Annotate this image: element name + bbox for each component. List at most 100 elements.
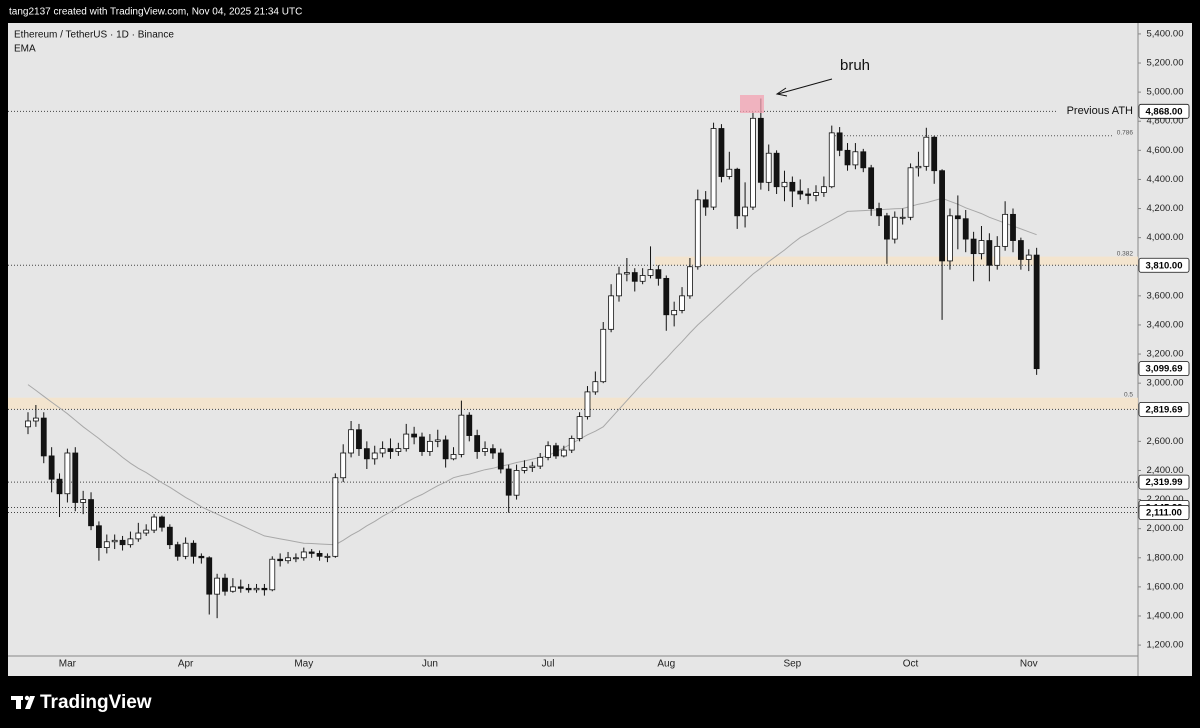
candle-body — [88, 499, 94, 527]
candle-body — [324, 555, 331, 558]
candle-body — [923, 136, 930, 167]
candle-body — [836, 132, 843, 151]
candle-body — [80, 499, 87, 503]
candle-body — [954, 215, 961, 220]
candle-body — [671, 309, 678, 316]
candle-body — [750, 117, 756, 208]
candle-body — [182, 542, 189, 557]
candle-body — [395, 448, 402, 452]
candle-body — [237, 586, 244, 589]
candle-body — [553, 445, 559, 457]
y-tick-label: 2,200.00 — [1147, 494, 1184, 505]
y-tick-label: 4,200.00 — [1147, 203, 1184, 214]
candle-body — [143, 529, 150, 534]
price-tag-label: 3,810.00 — [1146, 260, 1183, 271]
logo-mark — [16, 696, 21, 709]
candle-body — [300, 551, 307, 559]
candle-body — [32, 417, 39, 422]
arrow-head — [775, 87, 788, 97]
price-tag — [1138, 257, 1190, 273]
candle-body — [899, 216, 906, 219]
candle-body — [111, 539, 118, 543]
logo-mark — [25, 696, 35, 709]
candle-body — [907, 167, 914, 218]
y-tick-label: 3,200.00 — [1147, 349, 1184, 360]
candle-body — [647, 269, 654, 276]
candle-body — [356, 429, 362, 450]
candle-body — [340, 452, 347, 479]
candle-body — [868, 167, 875, 209]
fib-label: 0.786 — [1117, 129, 1134, 136]
y-tick-label: 2,600.00 — [1147, 436, 1184, 447]
candle-body — [466, 414, 473, 436]
candle-body — [119, 539, 126, 546]
y-tick-label: 5,000.00 — [1147, 87, 1184, 98]
chart-title: Ethereum / TetherUS · 1D · Binance — [14, 30, 174, 41]
candle-body — [600, 328, 607, 383]
fib-label: 0.382 — [1117, 250, 1134, 257]
y-tick-label: 1,200.00 — [1147, 640, 1184, 651]
candle-body — [710, 128, 717, 208]
candle-body — [293, 557, 299, 560]
credit: tang2137 created with TradingView.com, N… — [9, 7, 302, 18]
candle-body — [229, 586, 236, 592]
candle-body — [529, 465, 536, 468]
price-tag-label: 2,319.99 — [1146, 477, 1183, 488]
candle-body — [127, 538, 134, 546]
candle-body — [458, 414, 465, 455]
candle-body — [694, 199, 701, 268]
legend-entry: EMA — [14, 44, 36, 55]
candle-body — [1010, 213, 1016, 241]
candle-body — [1002, 213, 1009, 247]
chart-area — [8, 23, 1192, 676]
candle-body — [545, 445, 551, 458]
candle-body — [222, 577, 228, 592]
candle-body — [616, 273, 622, 297]
candle-body — [206, 557, 213, 595]
plot: 1,200.00 1,400.00 1,600.00 1,800.00 2,000.00… — [8, 28, 1190, 670]
candle-body — [1017, 240, 1024, 260]
candle-body — [947, 215, 953, 262]
candle-body — [166, 526, 173, 546]
logo — [11, 695, 35, 709]
candle-body — [379, 448, 386, 454]
candle-body — [190, 542, 197, 557]
candle-body — [103, 541, 110, 548]
candle-body — [371, 452, 378, 460]
candle-body — [797, 190, 804, 195]
y-tick-label: 5,400.00 — [1147, 28, 1184, 39]
candle-body — [64, 452, 71, 495]
candle-body — [718, 128, 725, 177]
candle-body — [970, 238, 977, 255]
candle-body — [742, 206, 748, 217]
candle-body — [497, 452, 504, 470]
price-tag-label: 4,868.00 — [1146, 106, 1183, 117]
candle-body — [663, 277, 670, 316]
candle-body — [860, 151, 867, 169]
candle-body — [490, 448, 496, 454]
x-tick-label: Jun — [422, 659, 438, 670]
candle-body — [876, 208, 882, 217]
candle-body — [253, 587, 260, 591]
fib-label: 0.5 — [1124, 391, 1133, 398]
candle-body — [214, 577, 221, 595]
candle-body — [844, 149, 851, 166]
candle-body — [513, 470, 520, 496]
x-tick-label: May — [294, 659, 313, 670]
y-tick-label: 2,400.00 — [1147, 465, 1184, 476]
candle-body — [261, 587, 268, 591]
x-tick-label: Sep — [783, 659, 801, 670]
candle-body — [679, 295, 685, 311]
candle-body — [820, 186, 827, 193]
candle-body — [623, 272, 630, 275]
candle-body — [450, 454, 457, 460]
candle-body — [198, 555, 205, 559]
candle-body — [269, 558, 276, 591]
x-tick-label: Jul — [542, 659, 555, 670]
candle-body — [702, 199, 709, 208]
price-tag — [1138, 361, 1190, 377]
candle-body — [521, 467, 528, 471]
brand: TradingView — [40, 692, 152, 713]
logo-mark — [24, 695, 30, 701]
